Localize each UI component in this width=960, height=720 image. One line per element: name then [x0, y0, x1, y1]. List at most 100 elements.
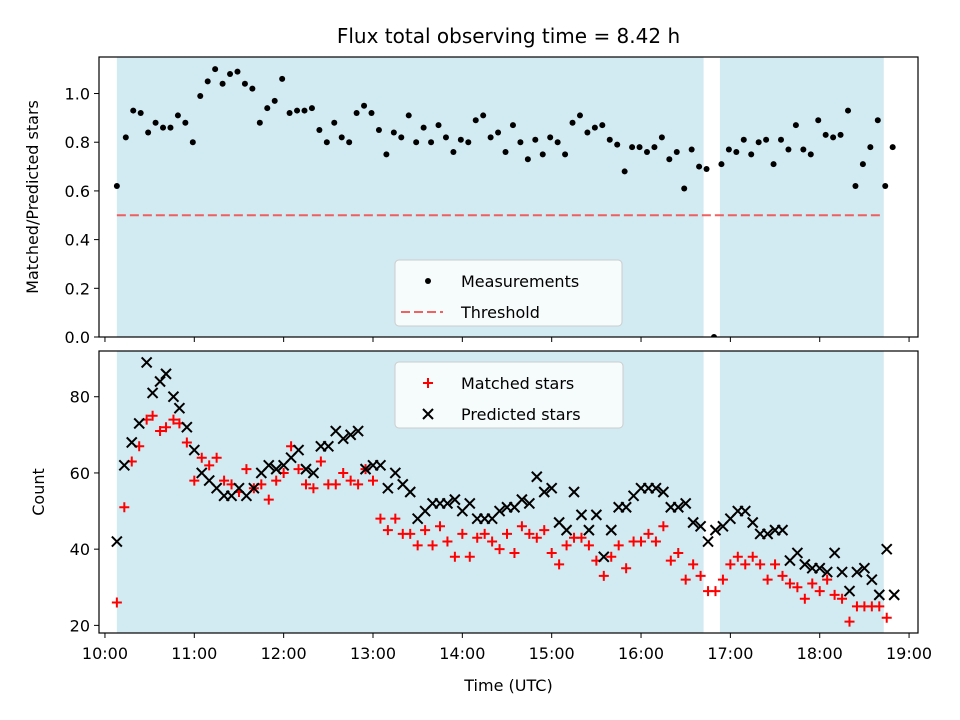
measurement-point	[651, 144, 658, 151]
predicted-stars-point	[598, 551, 610, 563]
predicted-stars-point	[160, 368, 172, 380]
matched-stars-point	[844, 616, 855, 627]
bottom-y-tick-label: 80	[70, 388, 90, 407]
predicted-stars-point	[821, 566, 833, 578]
measurement-point	[197, 92, 204, 99]
measurement-point	[420, 124, 427, 131]
matched-stars-point	[293, 464, 304, 475]
bottom-y-tick-label: 40	[70, 540, 90, 559]
bottom-legend-box	[394, 361, 624, 429]
top-legend: Measurements Threshold	[394, 259, 623, 327]
predicted-stars-point	[568, 486, 580, 498]
measurement-point	[182, 119, 189, 126]
top-y-tick-label: 0.0	[65, 328, 90, 347]
measurement-point	[249, 85, 256, 92]
bottom-legend: Matched stars Predicted stars	[394, 361, 624, 429]
predicted-stars-point	[111, 535, 123, 548]
top-shaded-interval	[719, 57, 884, 337]
matched-stars-point	[784, 578, 795, 589]
bottom-x-tick-label: 15:00	[529, 644, 575, 663]
matched-stars-point	[271, 475, 282, 486]
top-legend-box	[394, 259, 623, 327]
matched-stars-point	[382, 525, 393, 536]
matched-stars-point	[822, 574, 833, 585]
matched-stars-point	[740, 559, 751, 570]
measurement-point	[368, 110, 375, 116]
bottom-x-tick-label: 11:00	[171, 644, 217, 663]
bottom-y-axis-label: Count	[29, 468, 48, 516]
x-axis-label: Time (UTC)	[463, 676, 552, 695]
measurement-point	[859, 161, 866, 168]
matched-stars-point	[457, 528, 468, 539]
measurement-point	[167, 124, 174, 131]
matched-stars-point	[375, 513, 386, 524]
top-y-tick-label: 0.6	[65, 182, 90, 201]
matched-stars-point	[576, 532, 587, 543]
predicted-stars-point	[776, 524, 789, 536]
matched-stars-point	[449, 551, 460, 562]
measurement-point	[666, 156, 673, 163]
predicted-stars-point	[154, 375, 166, 388]
predicted-stars-point	[657, 486, 670, 498]
predicted-stars-point	[464, 497, 476, 510]
matched-stars-point	[509, 547, 520, 558]
matched-stars-point	[621, 563, 632, 574]
matched-stars-point	[539, 525, 550, 536]
matched-stars-point	[725, 559, 736, 570]
measurement-point	[778, 136, 785, 143]
predicted-stars-point	[672, 501, 684, 513]
measurement-point	[189, 139, 196, 146]
matched-stars-point	[111, 597, 122, 608]
matched-stars-point	[427, 540, 438, 551]
matched-stars-point	[181, 437, 192, 448]
measurement-point	[457, 136, 464, 143]
predicted-stars-point	[493, 505, 506, 517]
matched-stars-point	[168, 414, 179, 425]
bottom-frame	[98, 350, 919, 634]
predicted-stars-point	[173, 402, 186, 414]
predicted-stars-point	[881, 543, 893, 555]
matched-stars-point	[345, 475, 356, 486]
predicted-stars-point	[560, 524, 573, 536]
measurement-point	[696, 163, 703, 170]
measurement-point	[294, 107, 301, 114]
measurement-point	[547, 134, 554, 141]
matched-stars-point	[300, 479, 311, 490]
measurement-point	[137, 110, 144, 116]
matched-stars-point	[658, 521, 669, 532]
top-y-axis-label: Matched/Predicted stars	[23, 100, 42, 294]
measurement-point	[390, 129, 397, 136]
matched-stars-point	[747, 551, 758, 562]
matched-stars-point	[755, 559, 766, 570]
predicted-stars-point	[167, 391, 180, 403]
predicted-stars-point	[694, 520, 707, 533]
matched-stars-point	[583, 540, 594, 551]
predicted-stars-point	[679, 497, 692, 510]
predicted-stars-point	[441, 497, 454, 510]
predicted-stars-point	[389, 467, 402, 479]
measurement-point	[353, 110, 360, 116]
matched-stars-point	[516, 521, 527, 532]
predicted-stars-point	[337, 432, 349, 445]
matched-stars-point	[673, 547, 684, 558]
measurement-point	[122, 134, 129, 141]
measurement-point	[271, 97, 278, 104]
measurement-point	[398, 134, 405, 141]
matched-stars-point	[732, 551, 743, 562]
measurement-point	[591, 124, 598, 131]
measurement-point	[331, 119, 338, 126]
measurement-point	[495, 129, 502, 136]
measurement-point	[532, 136, 539, 143]
measurement-point	[785, 146, 792, 153]
measurement-point	[643, 148, 650, 155]
measurement-point	[830, 134, 837, 141]
predicted-stars-point	[650, 482, 662, 494]
bottom-legend-label: Predicted stars	[461, 405, 581, 424]
matched-stars-point	[710, 586, 721, 597]
predicted-stars-point	[739, 505, 751, 517]
predicted-stars-point	[866, 573, 878, 586]
top-legend-label: Measurements	[461, 272, 579, 291]
matched-stars-point	[338, 467, 349, 478]
measurement-point	[524, 156, 531, 163]
bottom-x-tick-label: 19:00	[886, 644, 932, 663]
